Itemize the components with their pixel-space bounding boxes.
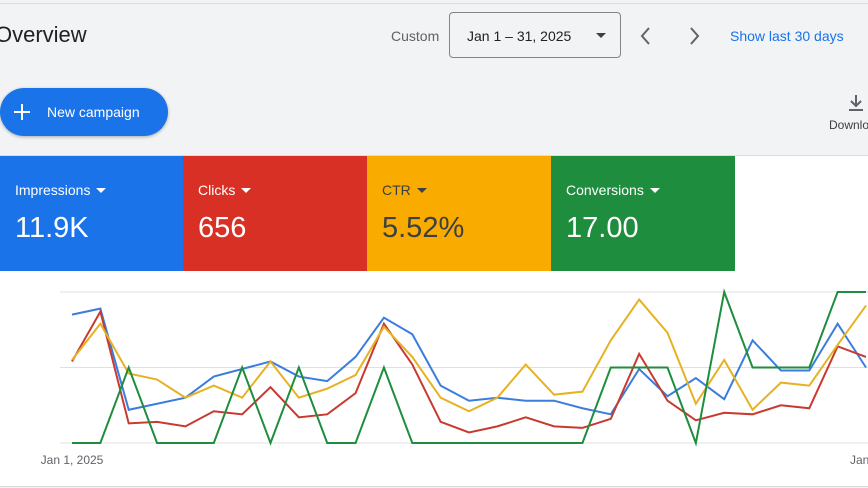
series-line (71, 308, 867, 434)
dropdown-arrow (596, 33, 606, 38)
x-tick-label: Jan (850, 453, 868, 467)
metric-header: Conversions (566, 182, 660, 198)
prev-button[interactable] (638, 26, 654, 46)
metric-label: Clicks (198, 182, 236, 198)
metric-label: Impressions (15, 182, 91, 198)
series-line (71, 307, 867, 416)
plus-icon (14, 104, 30, 120)
metric-tile[interactable]: Impressions 11.9K (0, 156, 184, 271)
metric-value: 11.9K (15, 212, 89, 244)
metric-dropdown[interactable] (649, 188, 660, 194)
metric-header: Clicks (198, 182, 252, 198)
metric-header: Impressions (15, 182, 107, 198)
series-line (72, 288, 866, 447)
date-range: Jan 1 – 31, 2025 (467, 28, 572, 44)
show-last-link[interactable]: Show last 30 days (730, 28, 844, 44)
next-button[interactable] (686, 26, 702, 46)
chart: Jan 1, 2025 Jan (41, 288, 868, 467)
download-label[interactable]: Download (829, 118, 868, 132)
metric-header: CTR (382, 182, 427, 198)
metric-value: 5.52% (382, 212, 465, 244)
metric-label: Conversions (566, 182, 644, 198)
metric-value: 17.00 (566, 212, 639, 244)
date-dropdown[interactable]: Jan 1 – 31, 2025 (449, 12, 621, 58)
x-tick-label: Jan 1, 2025 (41, 453, 104, 467)
button-label: New campaign (47, 104, 140, 120)
metric-value: 656 (198, 212, 247, 244)
series-line (71, 297, 867, 413)
new-campaign-button[interactable]: New campaign (0, 88, 168, 136)
range-label: Custom (391, 28, 440, 44)
download-icon[interactable] (848, 94, 864, 112)
metric-dropdown[interactable] (96, 188, 107, 194)
metric-label: CTR (382, 182, 411, 198)
page-title: Overview (0, 22, 87, 47)
metric-tile[interactable]: Conversions 17.00 (551, 156, 735, 271)
top-border (0, 3, 868, 4)
metric-tile[interactable]: Clicks 656 (183, 156, 367, 271)
metric-dropdown[interactable] (241, 188, 252, 194)
metric-tile[interactable]: CTR 5.52% (367, 156, 551, 271)
metric-dropdown[interactable] (416, 188, 427, 194)
